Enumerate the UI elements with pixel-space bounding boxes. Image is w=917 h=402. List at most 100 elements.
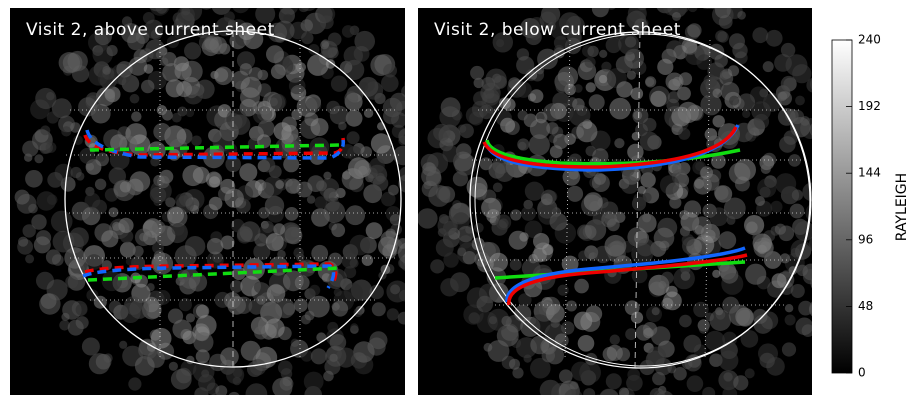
- emission-blob: [388, 184, 399, 196]
- emission-blob: [47, 172, 64, 188]
- emission-blob: [310, 118, 329, 137]
- emission-blob: [408, 254, 419, 265]
- colorbar: [831, 39, 853, 374]
- model-curve: [82, 129, 346, 289]
- emission-blob: [248, 299, 265, 315]
- emission-blob: [667, 91, 680, 104]
- emission-blob: [171, 222, 185, 236]
- emission-blob: [341, 252, 358, 269]
- emission-blob: [703, 74, 718, 88]
- emission-blob: [309, 284, 321, 296]
- emission-blob: [752, 27, 769, 44]
- emission-blob: [220, 235, 235, 250]
- emission-blob: [270, 93, 287, 111]
- emission-blob: [430, 259, 445, 274]
- emission-blob: [239, 221, 261, 243]
- emission-blob: [686, 375, 704, 393]
- emission-blob: [645, 76, 657, 88]
- emission-blob: [775, 173, 797, 195]
- emission-blob: [208, 176, 221, 188]
- emission-blob: [391, 112, 405, 128]
- emission-blob: [22, 140, 39, 157]
- emission-blob: [46, 194, 58, 205]
- emission-blob: [101, 270, 123, 292]
- emission-blob: [509, 358, 520, 370]
- emission-blob: [300, 349, 313, 362]
- emission-blob: [604, 234, 627, 257]
- emission-blob: [713, 185, 729, 200]
- emission-blob: [129, 299, 150, 319]
- emission-blob: [700, 0, 713, 8]
- emission-blob: [200, 8, 212, 10]
- emission-blob: [737, 11, 746, 20]
- emission-blob: [300, 19, 313, 32]
- emission-blob: [106, 45, 118, 57]
- emission-blob: [359, 82, 369, 91]
- emission-blob: [282, 302, 296, 316]
- emission-blob: [500, 117, 516, 133]
- emission-blob: [226, 365, 245, 384]
- emission-blob: [119, 340, 128, 349]
- emission-blob: [201, 0, 213, 5]
- emission-blob: [182, 164, 204, 187]
- emission-blob: [346, 131, 360, 145]
- emission-blob: [261, 220, 274, 234]
- emission-blob: [656, 390, 673, 395]
- emission-blob: [693, 301, 709, 318]
- emission-blob: [618, 387, 630, 395]
- emission-blob: [344, 266, 357, 279]
- emission-blob: [262, 396, 282, 402]
- emission-blob: [765, 29, 783, 47]
- emission-blob: [257, 119, 275, 138]
- emission-blob: [599, 49, 608, 59]
- emission-blob: [40, 125, 51, 136]
- emission-blob: [433, 123, 451, 142]
- emission-blob: [132, 245, 144, 257]
- emission-blob: [282, 376, 293, 387]
- emission-blob: [323, 370, 334, 382]
- emission-blob: [672, 12, 681, 21]
- emission-blob: [284, 0, 297, 1]
- emission-blob: [270, 64, 286, 80]
- emission-blob: [574, 278, 589, 294]
- emission-blob: [204, 0, 219, 4]
- emission-blob: [496, 324, 519, 347]
- emission-blob: [418, 208, 438, 229]
- emission-blob: [694, 225, 704, 235]
- emission-blob: [809, 301, 812, 317]
- emission-blob: [365, 222, 383, 240]
- emission-blob: [473, 77, 484, 89]
- emission-blob: [624, 300, 640, 316]
- emission-blob: [198, 374, 216, 392]
- emission-blob: [559, 369, 573, 384]
- emission-blob: [616, 81, 633, 98]
- emission-blob: [672, 76, 683, 87]
- emission-blob: [249, 359, 267, 376]
- emission-blob: [789, 203, 805, 219]
- emission-blob: [462, 251, 477, 265]
- emission-blob: [820, 111, 832, 123]
- emission-blob: [794, 221, 812, 241]
- emission-blob: [255, 8, 276, 24]
- emission-blob: [193, 332, 214, 353]
- emission-blob: [234, 296, 253, 314]
- emission-blob: [530, 335, 550, 355]
- emission-blob: [723, 197, 746, 220]
- emission-blob: [223, 11, 235, 23]
- emission-blob: [116, 61, 133, 78]
- emission-blob: [277, 250, 286, 259]
- emission-blob: [457, 124, 467, 133]
- emission-blob: [274, 20, 295, 41]
- emission-blob: [663, 291, 682, 311]
- emission-blob: [744, 215, 765, 236]
- emission-blob: [363, 108, 374, 118]
- emission-blob: [437, 215, 458, 236]
- emission-blob: [722, 386, 738, 395]
- emission-blob: [174, 245, 197, 268]
- emission-blob: [345, 205, 366, 226]
- emission-blob: [669, 196, 682, 209]
- emission-blob: [369, 284, 384, 300]
- emission-blob: [179, 396, 189, 402]
- emission-blob: [810, 207, 812, 217]
- emission-blob: [285, 178, 301, 194]
